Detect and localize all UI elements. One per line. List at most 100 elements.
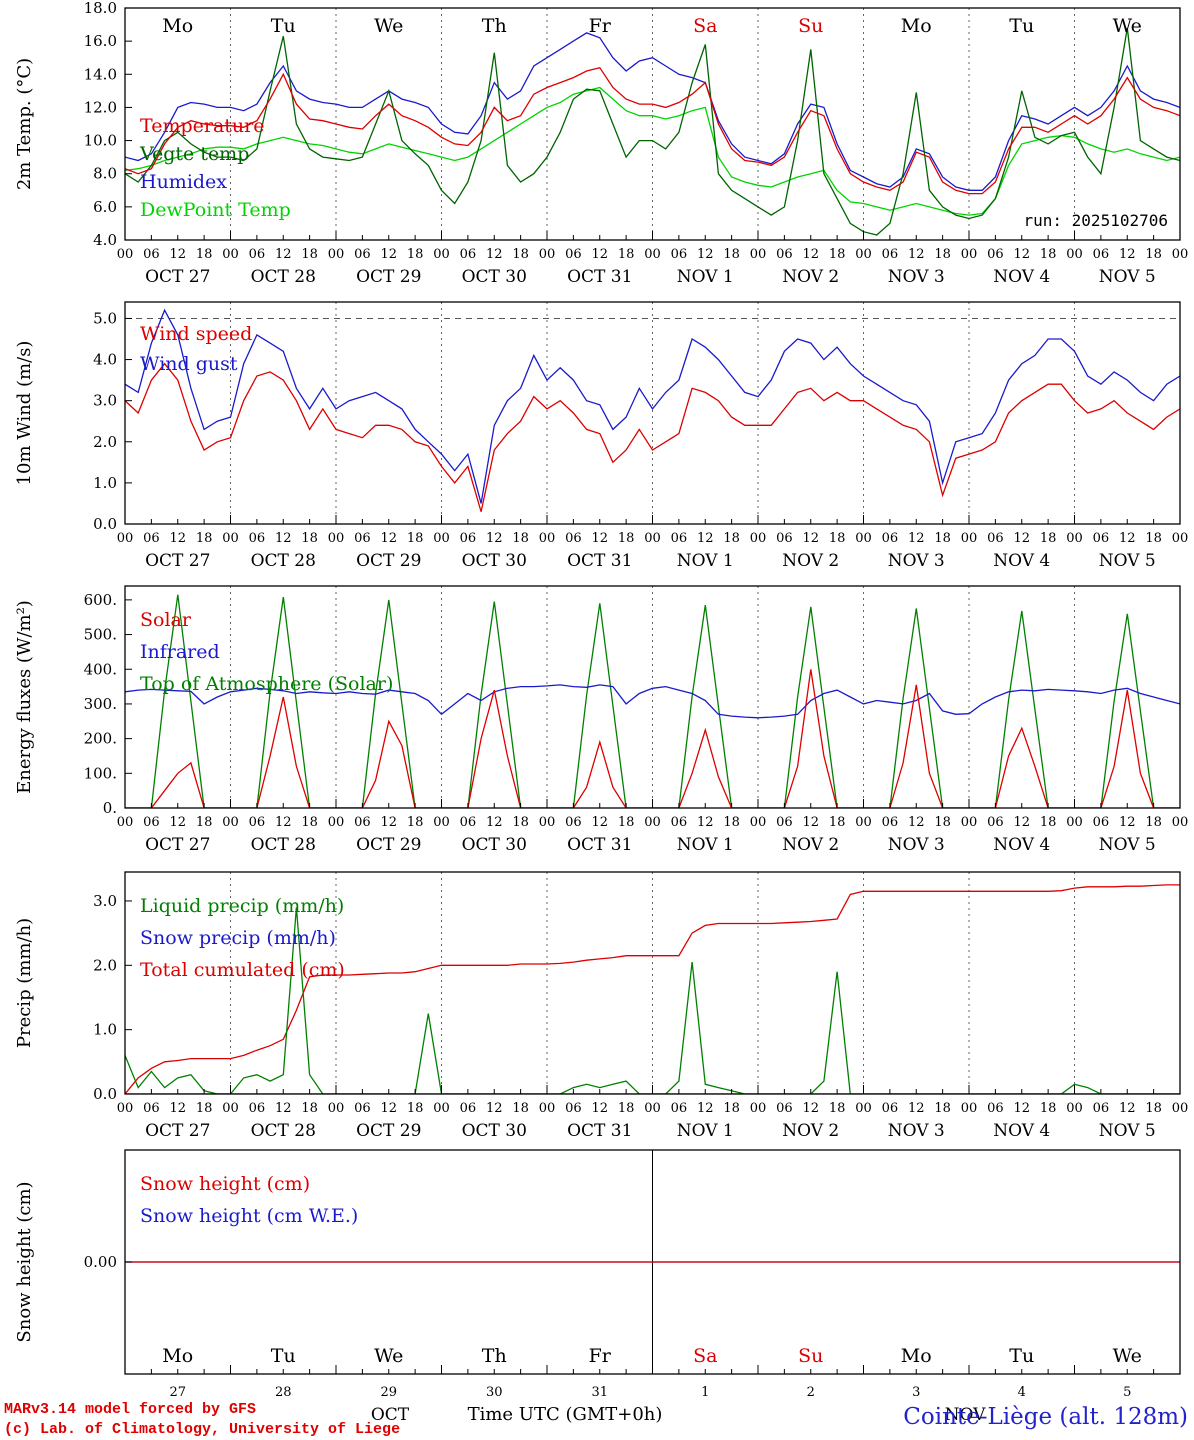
svg-text:12: 12 [169, 247, 186, 262]
svg-text:06: 06 [460, 247, 477, 262]
svg-text:Infrared: Infrared [140, 641, 220, 663]
svg-text:2.0: 2.0 [93, 956, 117, 974]
wind-panel-chart: 0.0 1.0 2.0 3.0 4.0 5.0 00 06 12 18 00 06 12 18 00 06 12… [14, 301, 1188, 571]
svg-text:Sa: Sa [693, 15, 717, 37]
svg-text:00: 00 [328, 815, 345, 830]
svg-text:00: 00 [433, 247, 450, 262]
svg-text:12: 12 [591, 531, 608, 546]
svg-text:OCT 30: OCT 30 [462, 835, 527, 855]
svg-text:18: 18 [934, 531, 951, 546]
svg-text:NOV 3: NOV 3 [888, 551, 945, 571]
svg-text:27: 27 [169, 1385, 186, 1400]
svg-text:12: 12 [169, 531, 186, 546]
svg-text:0.00: 0.00 [84, 1253, 117, 1271]
svg-text:2m Temp. (°C): 2m Temp. (°C) [14, 58, 35, 190]
svg-text:Wind speed: Wind speed [140, 323, 252, 345]
svg-text:18.0: 18.0 [84, 0, 117, 17]
svg-text:1.0: 1.0 [93, 474, 117, 492]
svg-text:06: 06 [565, 1101, 582, 1116]
svg-text:00: 00 [961, 1101, 978, 1116]
svg-text:10.0: 10.0 [84, 132, 117, 150]
svg-text:06: 06 [671, 247, 688, 262]
svg-text:00: 00 [539, 1101, 556, 1116]
svg-text:Sa: Sa [693, 1345, 717, 1367]
svg-text:18: 18 [829, 247, 846, 262]
svg-text:OCT 29: OCT 29 [356, 1121, 421, 1141]
svg-text:NOV 1: NOV 1 [677, 1121, 734, 1141]
svg-text:06: 06 [460, 1101, 477, 1116]
svg-text:NOV 5: NOV 5 [1099, 1121, 1156, 1141]
svg-text:12: 12 [697, 531, 714, 546]
svg-text:00: 00 [1172, 247, 1189, 262]
svg-text:00: 00 [222, 1101, 239, 1116]
svg-text:06: 06 [776, 1101, 793, 1116]
svg-text:300.: 300. [84, 695, 117, 713]
svg-text:06: 06 [354, 1101, 371, 1116]
svg-text:Precip (mm/h): Precip (mm/h) [14, 918, 35, 1048]
svg-text:12: 12 [697, 247, 714, 262]
svg-text:12: 12 [486, 1101, 503, 1116]
svg-text:00: 00 [539, 247, 556, 262]
svg-text:5.0: 5.0 [93, 309, 117, 327]
svg-text:18: 18 [512, 1101, 529, 1116]
svg-text:18: 18 [512, 815, 529, 830]
svg-text:18: 18 [1040, 247, 1057, 262]
svg-text:Wind gust: Wind gust [140, 353, 238, 375]
svg-text:Snow height (cm W.E.): Snow height (cm W.E.) [140, 1205, 358, 1227]
svg-text:00: 00 [328, 531, 345, 546]
svg-text:00: 00 [328, 1101, 345, 1116]
svg-text:Tu: Tu [1009, 15, 1034, 37]
svg-text:12: 12 [275, 1101, 292, 1116]
svg-text:OCT 31: OCT 31 [567, 267, 632, 287]
svg-text:4: 4 [1018, 1385, 1026, 1400]
svg-text:OCT 27: OCT 27 [145, 267, 210, 287]
svg-text:06: 06 [671, 531, 688, 546]
svg-text:06: 06 [882, 815, 899, 830]
svg-text:Su: Su [798, 15, 823, 37]
svg-text:OCT 28: OCT 28 [251, 267, 316, 287]
svg-text:OCT 30: OCT 30 [462, 267, 527, 287]
svg-text:NOV 5: NOV 5 [1099, 835, 1156, 855]
svg-text:00: 00 [222, 815, 239, 830]
svg-text:12: 12 [380, 815, 397, 830]
svg-text:06: 06 [249, 247, 266, 262]
svg-text:OCT 27: OCT 27 [145, 551, 210, 571]
svg-text:OCT 29: OCT 29 [356, 267, 421, 287]
svg-text:12: 12 [275, 247, 292, 262]
svg-text:Mo: Mo [901, 1345, 932, 1367]
svg-text:NOV 4: NOV 4 [993, 267, 1050, 287]
svg-text:NOV: NOV [945, 1405, 987, 1425]
svg-text:12: 12 [1119, 815, 1136, 830]
svg-text:06: 06 [987, 815, 1004, 830]
svg-text:6.0: 6.0 [93, 198, 117, 216]
svg-text:00: 00 [1066, 815, 1083, 830]
svg-text:18: 18 [829, 531, 846, 546]
svg-text:06: 06 [1093, 1101, 1110, 1116]
svg-text:29: 29 [380, 1385, 397, 1400]
svg-text:18: 18 [723, 1101, 740, 1116]
svg-text:00: 00 [855, 1101, 872, 1116]
svg-text:18: 18 [723, 815, 740, 830]
svg-text:06: 06 [565, 531, 582, 546]
svg-text:3.0: 3.0 [93, 892, 117, 910]
svg-text:30: 30 [486, 1385, 503, 1400]
svg-text:18: 18 [301, 247, 318, 262]
svg-text:06: 06 [1093, 247, 1110, 262]
svg-text:NOV 1: NOV 1 [677, 267, 734, 287]
svg-text:00: 00 [222, 247, 239, 262]
credit-line-1: MARv3.14 model forced by GFS [4, 1400, 257, 1418]
svg-text:18: 18 [829, 1101, 846, 1116]
svg-text:12: 12 [908, 1101, 925, 1116]
svg-text:400.: 400. [84, 660, 117, 678]
svg-text:00: 00 [961, 247, 978, 262]
svg-text:00: 00 [1172, 815, 1189, 830]
svg-text:18: 18 [618, 531, 635, 546]
svg-text:0.0: 0.0 [93, 515, 117, 533]
svg-text:DewPoint Temp: DewPoint Temp [140, 199, 291, 221]
svg-text:06: 06 [143, 1101, 160, 1116]
model-credits: MARv3.14 model forced by GFS (c) Lab. of… [4, 1400, 400, 1440]
svg-text:Total cumulated (cm): Total cumulated (cm) [140, 959, 345, 981]
svg-text:06: 06 [143, 531, 160, 546]
svg-text:Snow height (cm): Snow height (cm) [14, 1181, 35, 1342]
